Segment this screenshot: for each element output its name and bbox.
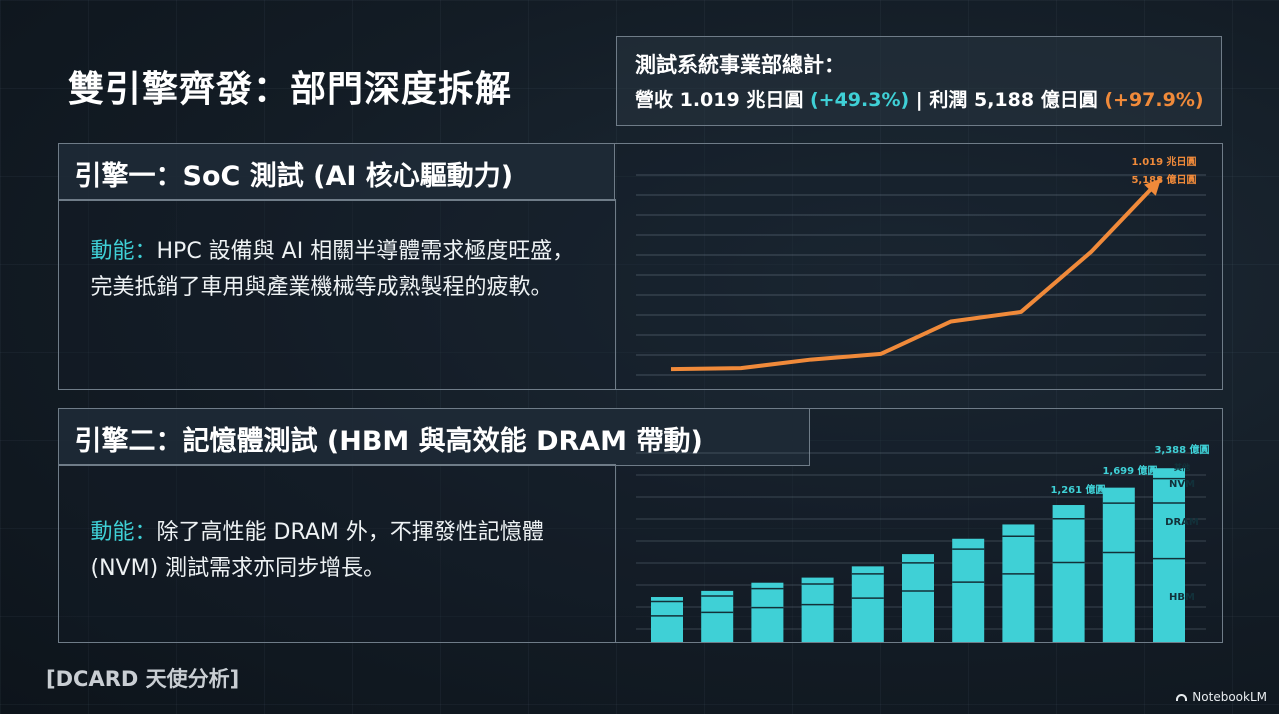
seg-label-nvm: NVM: [1169, 479, 1195, 490]
summary-heading: 測試系統事業部總計：: [635, 53, 845, 77]
summary-line: 營收 1.019 兆日圓 (+49.3%) | 利潤 5,188 億日圓 (+9…: [635, 85, 1221, 112]
memory-bar: [952, 538, 985, 642]
memory-bar: [1153, 468, 1185, 642]
seg-label-dram: DRAM: [1165, 517, 1199, 528]
brand-name: NotebookLM: [1192, 690, 1267, 704]
memory-bar-chart: 1,261 億圓 1,699 億圓 3,388 億圓 其他 NVM DRAM H…: [636, 443, 1210, 642]
engine1-dynamics-text: HPC 設備與 AI 相關半導體需求極度旺盛，完美抵銷了車用與產業機械等成熟製程…: [90, 239, 575, 300]
profit-label: 利潤 5,188 億日圓: [929, 89, 1098, 111]
line-chart-grid: [636, 174, 1206, 376]
engine2-body: 動能：除了高性能 DRAM 外，不揮發性記憶體 (NVM) 測試需求亦同步增長。: [57, 464, 616, 643]
memory-bar: [851, 566, 884, 642]
engine1-dynamics-label: 動能：: [90, 239, 157, 264]
summary-box: 測試系統事業部總計： 營收 1.019 兆日圓 (+49.3%) | 利潤 5,…: [616, 36, 1222, 126]
memory-bar: [1002, 524, 1035, 642]
brand-watermark: NotebookLM: [1176, 690, 1267, 704]
notebooklm-logo-icon: [1176, 693, 1188, 701]
engine2-dynamics-text: 除了高性能 DRAM 外，不揮發性記憶體 (NVM) 測試需求亦同步增長。: [90, 520, 544, 581]
bar-series: [651, 468, 1185, 642]
memory-bar: [902, 554, 934, 642]
engine1-panel: 引擎一：SoC 測試 (AI 核心驅動力) 動能：HPC 設備與 AI 相關半導…: [57, 142, 1223, 390]
bar-label-3388: 3,388 億圓: [1154, 443, 1209, 456]
engine1-body: 動能：HPC 設備與 AI 相關半導體需求極度旺盛，完美抵銷了車用與產業機械等成…: [57, 199, 616, 390]
line-annotation-profit: 5,188 億日圓: [1131, 173, 1196, 186]
line-series: [670, 177, 1163, 372]
footer-tag: [DCARD 天使分析]: [46, 667, 240, 691]
engine2-dynamics-label: 動能：: [90, 520, 157, 545]
memory-bar: [651, 597, 683, 642]
bar-label-1261: 1,261 億圓: [1050, 483, 1105, 496]
memory-bar: [751, 582, 784, 642]
memory-bar: [1102, 487, 1135, 642]
memory-bar: [1052, 505, 1085, 642]
line-arrowhead: [1144, 178, 1161, 196]
memory-bar: [801, 577, 834, 642]
line-series-path: [670, 177, 1163, 372]
seg-label-hbm: HBM: [1169, 592, 1195, 603]
engine1-heading: 引擎一：SoC 測試 (AI 核心驅動力): [57, 142, 615, 201]
profit-growth: (+97.9%): [1104, 89, 1204, 111]
summary-separator: |: [915, 89, 923, 111]
memory-bar: [701, 590, 734, 642]
revenue-label: 營收 1.019 兆日圓: [635, 89, 804, 111]
revenue-growth: (+49.3%): [809, 89, 910, 111]
page-title: 雙引擎齊發：部門深度拆解: [68, 69, 513, 110]
bar-label-1699: 1,699 億圓: [1102, 464, 1157, 477]
line-annotation-revenue: 1.019 兆日圓: [1131, 155, 1196, 168]
engine1-dynamics: 動能：HPC 設備與 AI 相關半導體需求極度旺盛，完美抵銷了車用與產業機械等成…: [91, 234, 591, 306]
seg-label-other: 其他: [1174, 462, 1190, 472]
engine2-heading: 引擎二：記憶體測試 (HBM 與高效能 DRAM 帶動): [57, 407, 810, 466]
engine2-dynamics: 動能：除了高性能 DRAM 外，不揮發性記憶體 (NVM) 測試需求亦同步增長。: [91, 515, 591, 587]
soc-line-chart: 1.019 兆日圓 5,188 億日圓: [636, 155, 1206, 376]
